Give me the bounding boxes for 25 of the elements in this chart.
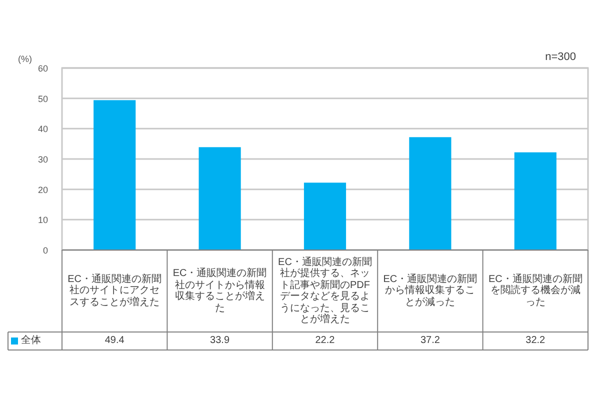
y-axis-title: (%) — [18, 54, 32, 64]
y-tick-label: 0 — [42, 246, 48, 256]
y-tick-label: 60 — [38, 64, 48, 74]
y-tick-label: 10 — [38, 215, 48, 226]
bar — [94, 100, 136, 250]
legend-label: 全体 — [20, 334, 42, 348]
data-label: 37.2 — [419, 334, 441, 348]
bar — [198, 147, 241, 250]
text: n=300 — [545, 51, 576, 63]
bar — [409, 137, 452, 250]
x-tick-label: EC・通販関連の新聞社が提供する、ネット記事や新聞のPDFデータなどを見るようになった、見ることが増えた — [277, 256, 373, 327]
bar — [304, 182, 346, 250]
y-tick-label: 50 — [38, 94, 48, 104]
y-tick-label: 40 — [38, 124, 48, 134]
data-label: 22.2 — [314, 334, 336, 348]
bar — [514, 152, 556, 250]
x-tick-label: EC・通販関連の新聞社のサイトから情報収集することが増えた — [172, 266, 268, 316]
data-label: 33.9 — [209, 334, 231, 348]
x-tick-label: EC・通販関連の新聞社のサイトにアクセスすることが増えた — [66, 272, 163, 310]
data-label: 32.2 — [524, 334, 546, 348]
x-tick-label: EC・通販関連の新聞を閲読する機会が減った — [487, 272, 584, 310]
x-tick-label: EC・通販関連の新聞から情報収集することが減った — [382, 272, 478, 310]
y-tick-label: 20 — [38, 184, 48, 195]
data-label: 49.4 — [104, 334, 126, 348]
y-tick-label: 30 — [38, 154, 48, 164]
